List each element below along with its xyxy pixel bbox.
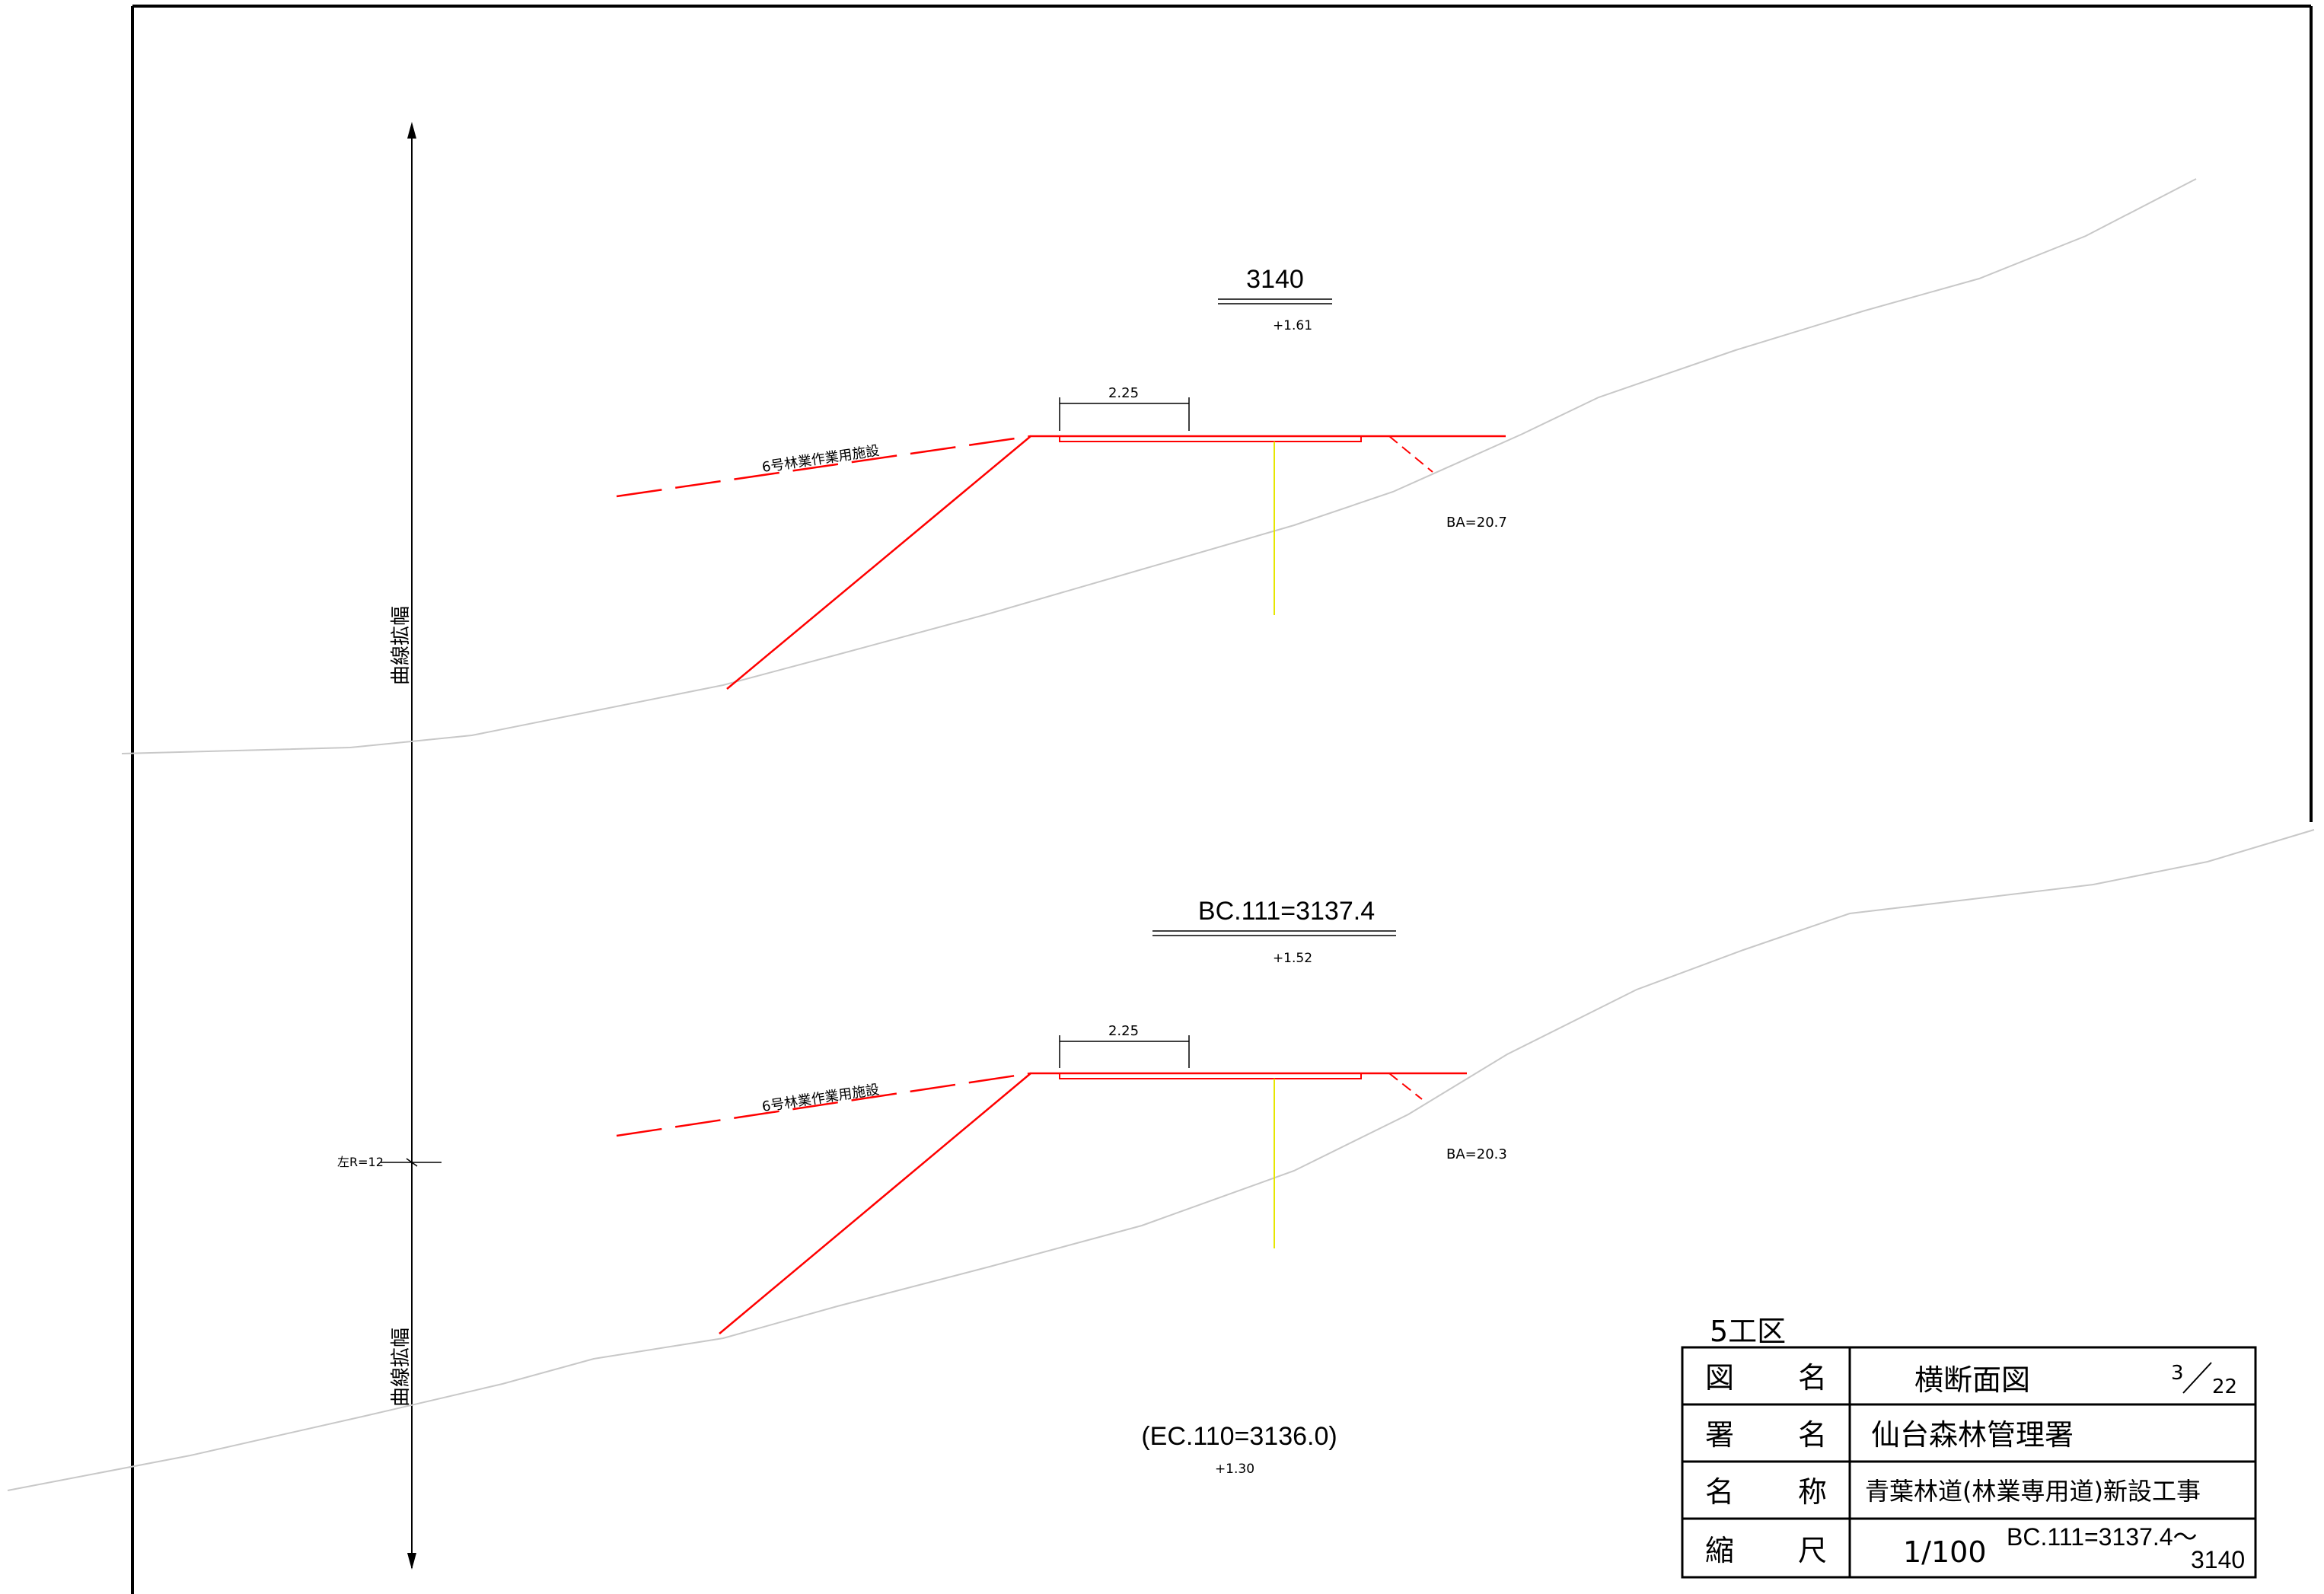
row-office-key1: 署	[1705, 1418, 1734, 1452]
row-scale-key1: 縮	[1705, 1534, 1734, 1567]
sheet-total: 22	[2212, 1376, 2237, 1398]
section-label: 5工区	[1710, 1315, 1786, 1348]
row-office-key2: 名	[1798, 1418, 1827, 1452]
range-top: BC.111=3137.4〜	[2007, 1523, 2198, 1551]
pavement	[1059, 1073, 1362, 1079]
pavement	[1059, 435, 1362, 442]
widening-dimension-line	[381, 122, 442, 1570]
row-project-key2: 称	[1798, 1475, 1827, 1509]
scale-value: 1/100	[1903, 1535, 1987, 1569]
height-label: +1.52	[1273, 951, 1312, 966]
station-label: (EC.110=3136.0)	[1141, 1422, 1337, 1451]
sheet-number: 3	[2171, 1362, 2184, 1385]
row-drawing-name-key1: 図	[1705, 1361, 1734, 1395]
drawing-name-value: 横断面図	[1914, 1363, 2030, 1397]
ground-line	[121, 178, 2197, 754]
sheet-border	[131, 5, 2313, 1594]
row-scale-key2: 尺	[1798, 1534, 1827, 1567]
ba-label: BA=20.7	[1446, 515, 1507, 531]
cross-section-ec110: (EC.110=3136.0) +1.30	[1141, 1422, 1337, 1477]
cross-section-3140: 2.25 6号林業作業用施設 BA=20.7 3140 +1.61	[121, 178, 2197, 754]
curve-radius-label: 左R=12	[337, 1155, 384, 1169]
ditch-dashed-line	[1388, 1073, 1423, 1100]
design-line	[719, 1072, 1467, 1334]
height-label: +1.61	[1273, 318, 1312, 333]
upper-widening-label: 曲線拡幅	[390, 606, 413, 685]
facility-dashed-line	[616, 435, 1031, 498]
row-project-key1: 名	[1705, 1475, 1734, 1509]
facility-label: 6号林業作業用施設	[761, 1082, 881, 1115]
range-bottom: 3140	[2191, 1546, 2245, 1573]
station-label: 3140	[1246, 265, 1304, 294]
ba-label: BA=20.3	[1446, 1146, 1507, 1162]
facility-dashed-line	[616, 1072, 1031, 1137]
row-drawing-name-key2: 名	[1798, 1361, 1827, 1395]
height-label: +1.30	[1215, 1462, 1254, 1477]
lower-widening-label: 曲線拡幅	[390, 1328, 413, 1407]
project-value: 青葉林道(林業専用道)新設工事	[1865, 1477, 2201, 1506]
ground-line	[7, 829, 2315, 1491]
facility-label: 6号林業作業用施設	[761, 443, 881, 476]
office-value: 仙台森林管理署	[1871, 1418, 2074, 1452]
width-dimension: 2.25	[1108, 1023, 1139, 1039]
title-block: 5工区 図 名 横断面図 3 22 署 名 仙台森林管理署 名 称 青葉林道(林…	[1681, 1315, 2257, 1579]
width-dimension: 2.25	[1108, 385, 1139, 401]
sheet-slash	[2182, 1362, 2212, 1394]
ditch-dashed-line	[1388, 435, 1433, 473]
station-label: BC.111=3137.4	[1198, 897, 1375, 926]
design-line	[726, 435, 1506, 690]
